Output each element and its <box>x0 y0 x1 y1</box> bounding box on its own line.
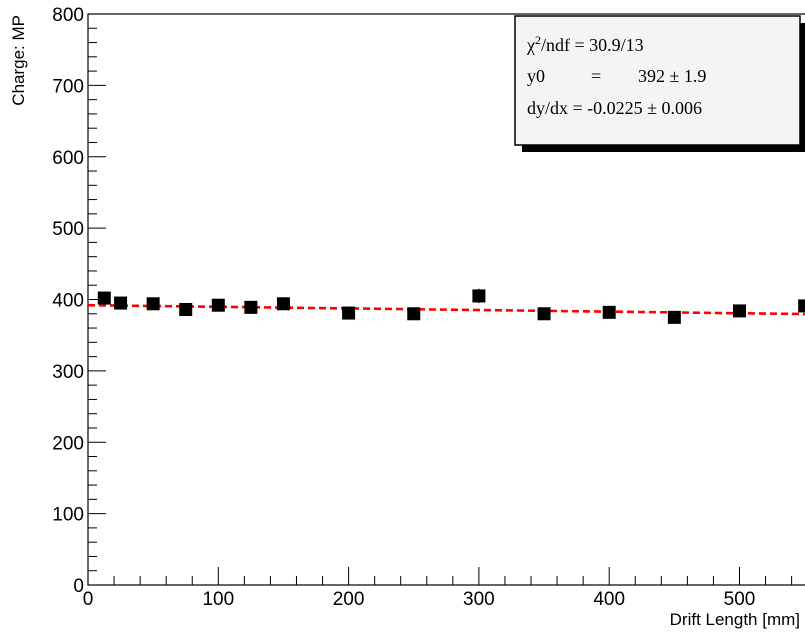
data-point <box>276 297 290 311</box>
y-tick-label: 100 <box>52 505 84 526</box>
data-marker <box>97 291 111 305</box>
y-tick-label: 400 <box>52 291 84 312</box>
data-point <box>342 306 356 320</box>
data-point <box>114 296 128 310</box>
data-point <box>472 288 486 304</box>
x-axis-title: Drift Length [mm] <box>670 610 800 629</box>
data-point <box>146 297 160 311</box>
fit-line <box>87 303 805 316</box>
stats-y0-label: y0 <box>527 66 545 86</box>
y-tick-label: 0 <box>73 576 84 597</box>
data-point <box>537 307 551 321</box>
data-marker <box>602 305 616 319</box>
data-marker <box>537 307 551 321</box>
data-marker <box>733 304 746 318</box>
data-point <box>667 310 681 324</box>
y-tick-label: 200 <box>52 433 84 454</box>
stats-box: χ2/ndf = 30.9/13 y0 = 392 ± 1.9 dy/dx = … <box>514 15 805 152</box>
data-point <box>407 307 421 321</box>
data-marker <box>244 300 258 314</box>
x-tick-label: 300 <box>463 589 495 610</box>
x-tick-label: 0 <box>83 589 94 610</box>
data-marker <box>114 296 128 310</box>
stats-y0-value: 392 ± 1.9 <box>638 66 706 86</box>
y-tick-label: 800 <box>52 5 84 26</box>
data-point <box>602 305 616 319</box>
data-point <box>97 291 111 305</box>
x-tick-label: 500 <box>724 589 756 610</box>
x-tick-label: 400 <box>593 589 625 610</box>
y-axis-title: Charge: MP <box>9 15 28 106</box>
data-marker <box>472 289 486 303</box>
y-tick-label: 500 <box>52 219 84 240</box>
data-point <box>211 298 225 312</box>
y-tick-label: 700 <box>52 76 84 97</box>
stats-y0-eq: = <box>591 66 601 86</box>
stats-chi2: χ2/ndf = 30.9/13 <box>526 33 644 55</box>
data-marker <box>179 302 193 316</box>
y-tick-label: 300 <box>52 362 84 383</box>
data-marker <box>667 310 681 324</box>
data-marker <box>798 299 805 313</box>
data-point <box>798 299 805 313</box>
data-point <box>733 304 746 318</box>
data-marker <box>211 298 225 312</box>
stats-slope: dy/dx = -0.0225 ± 0.006 <box>527 98 702 118</box>
x-tick-label: 200 <box>333 589 365 610</box>
data-point <box>244 300 258 314</box>
data-point <box>179 302 193 316</box>
data-marker <box>276 297 290 311</box>
y-tick-label: 600 <box>52 148 84 169</box>
data-marker <box>342 306 356 320</box>
x-tick-label: 100 <box>202 589 234 610</box>
data-marker <box>146 297 160 311</box>
data-marker <box>407 307 421 321</box>
